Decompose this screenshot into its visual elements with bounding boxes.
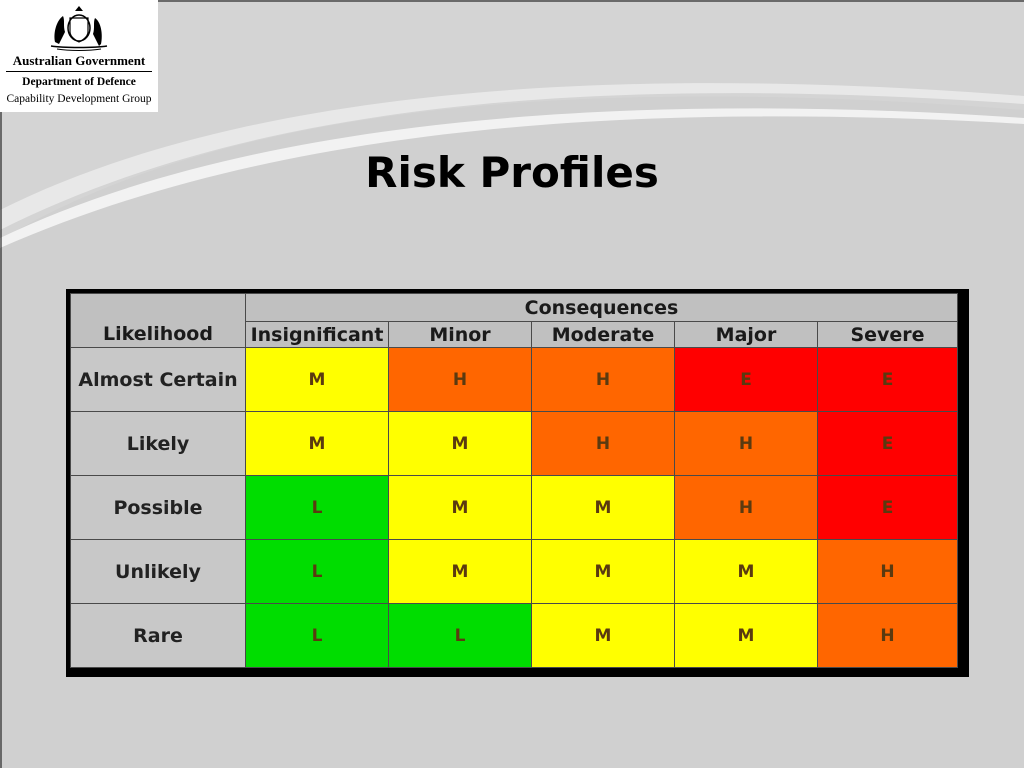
risk-rating-cell: E bbox=[817, 475, 958, 540]
risk-rating-cell: M bbox=[388, 475, 532, 540]
table-row: Possible L M M H E bbox=[70, 475, 958, 540]
header-row-consequences: Likelihood Consequences bbox=[70, 293, 958, 348]
consequences-header: Consequences bbox=[245, 293, 958, 322]
risk-rating-cell: H bbox=[388, 347, 532, 412]
risk-matrix-frame: Likelihood Consequences Insignificant Min… bbox=[66, 289, 969, 677]
table-row: Likely M M H H E bbox=[70, 411, 958, 476]
risk-rating-cell: M bbox=[531, 475, 675, 540]
risk-rating-cell: H bbox=[531, 411, 675, 476]
risk-rating-cell: M bbox=[674, 539, 818, 604]
risk-rating-cell: M bbox=[531, 539, 675, 604]
risk-rating-cell: M bbox=[388, 411, 532, 476]
risk-rating-cell: M bbox=[245, 411, 389, 476]
group-name: Capability Development Group bbox=[6, 93, 152, 105]
risk-rating-cell: L bbox=[388, 603, 532, 668]
logo-divider bbox=[6, 71, 152, 72]
likelihood-header-label: Likelihood bbox=[103, 323, 213, 345]
table-row: Rare L L M M H bbox=[70, 603, 958, 668]
table-row: Almost Certain M H H E E bbox=[70, 347, 958, 412]
table-row: Unlikely L M M M H bbox=[70, 539, 958, 604]
risk-rating-cell: E bbox=[817, 411, 958, 476]
consequence-header-moderate: Moderate bbox=[531, 321, 675, 348]
risk-rating-cell: H bbox=[817, 603, 958, 668]
consequence-header-minor: Minor bbox=[388, 321, 532, 348]
likelihood-label: Possible bbox=[70, 475, 246, 540]
risk-rating-cell: L bbox=[245, 539, 389, 604]
likelihood-label: Almost Certain bbox=[70, 347, 246, 412]
department-name: Department of Defence bbox=[22, 76, 136, 88]
risk-rating-cell: L bbox=[245, 603, 389, 668]
header-row-consequence-levels: Insignificant Minor Moderate Major Severe bbox=[71, 321, 958, 348]
risk-matrix: Likelihood Consequences Insignificant Min… bbox=[70, 293, 958, 668]
consequence-header-insignificant: Insignificant bbox=[245, 321, 389, 348]
risk-rating-cell: H bbox=[531, 347, 675, 412]
likelihood-label: Unlikely bbox=[70, 539, 246, 604]
risk-rating-cell: M bbox=[531, 603, 675, 668]
slide-title: Risk Profiles bbox=[365, 148, 659, 197]
risk-rating-cell: M bbox=[388, 539, 532, 604]
risk-rating-cell: E bbox=[817, 347, 958, 412]
risk-rating-cell: E bbox=[674, 347, 818, 412]
likelihood-header: Likelihood bbox=[70, 293, 246, 348]
risk-rating-cell: H bbox=[817, 539, 958, 604]
risk-rating-cell: M bbox=[674, 603, 818, 668]
risk-rating-cell: H bbox=[674, 411, 818, 476]
government-logo-block: Australian Government Department of Defe… bbox=[0, 0, 158, 112]
coat-of-arms-icon bbox=[50, 6, 108, 51]
consequence-header-major: Major bbox=[674, 321, 818, 348]
likelihood-label: Rare bbox=[70, 603, 246, 668]
consequence-header-severe: Severe bbox=[817, 321, 958, 348]
likelihood-label: Likely bbox=[70, 411, 246, 476]
government-name: Australian Government bbox=[12, 53, 146, 68]
risk-rating-cell: H bbox=[674, 475, 818, 540]
risk-rating-cell: L bbox=[245, 475, 389, 540]
risk-rating-cell: M bbox=[245, 347, 389, 412]
